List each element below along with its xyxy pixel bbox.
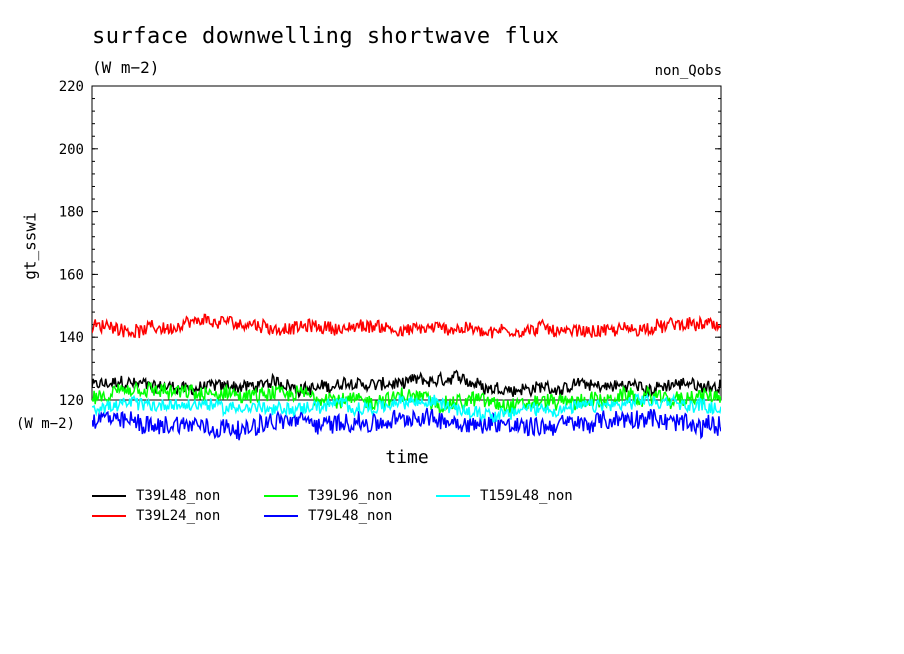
legend-swatch	[436, 495, 470, 497]
x-axis-label: time	[385, 447, 429, 468]
chart-subtitle: (W m−2)	[92, 58, 160, 77]
unit-label: (W m−2)	[16, 416, 76, 432]
legend-swatch	[264, 515, 298, 517]
legend-swatch	[92, 515, 126, 517]
y-tick-label: 180	[59, 205, 84, 221]
series-line-T159L48_non	[92, 393, 721, 423]
y-tick-label: 120	[59, 393, 84, 409]
experiment-tag: non_Qobs	[654, 63, 722, 79]
y-tick-label: 140	[59, 330, 84, 346]
chart-title: surface downwelling shortwave flux	[92, 24, 560, 49]
legend-swatch	[264, 495, 298, 497]
y-tick-label: 200	[59, 142, 84, 158]
series-line-T39L48_non	[92, 369, 721, 399]
legend-label: T159L48_non	[480, 488, 573, 504]
legend-swatch	[92, 495, 126, 497]
legend-label: T39L24_non	[136, 508, 221, 524]
legend-label: T79L48_non	[308, 508, 393, 524]
plot-frame	[91, 85, 722, 401]
legend-label: T39L48_non	[136, 488, 221, 504]
y-tick-label: 160	[59, 267, 84, 283]
series-line-T39L24_non	[92, 313, 721, 339]
series-line-T79L48_non	[92, 407, 721, 441]
y-axis-label: gt_sswi	[20, 212, 40, 280]
y-tick-label: 220	[59, 79, 84, 95]
legend-label: T39L96_non	[308, 488, 393, 504]
